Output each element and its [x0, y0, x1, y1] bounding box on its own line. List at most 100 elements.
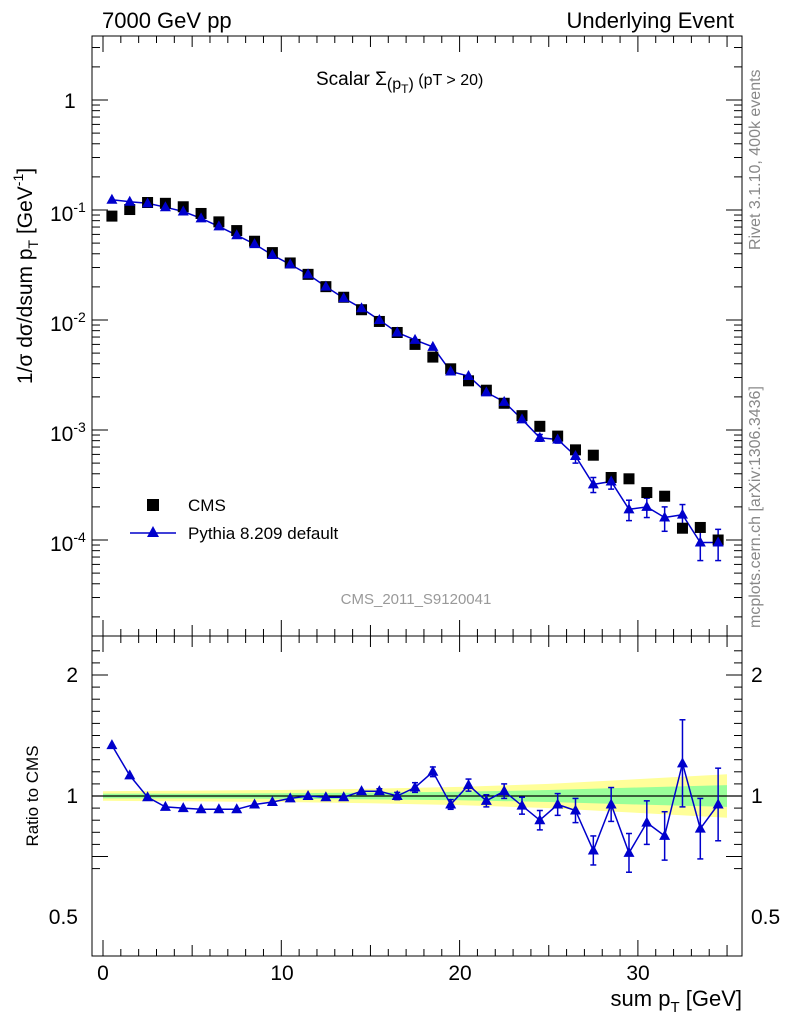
- ratio-data-point: [320, 791, 332, 802]
- pythia-data-point: [427, 340, 439, 351]
- legend-cms-label: CMS: [188, 496, 226, 515]
- ratio-data-point: [552, 798, 564, 809]
- ratio-data-point: [284, 792, 296, 803]
- ratio-data-point: [177, 802, 189, 813]
- ratio-data-point: [302, 790, 314, 800]
- pythia-data-point: [480, 386, 492, 397]
- cms-data-point: [587, 449, 599, 461]
- x-tick-label-0: 0: [97, 962, 109, 985]
- ratio-y-tick-label-2: 2: [66, 664, 78, 687]
- pythia-data-point: [498, 395, 510, 406]
- ratio-data-point: [409, 781, 421, 792]
- pythia-data-point: [231, 229, 243, 240]
- x-tick-label-30: 30: [626, 962, 649, 985]
- x-tick-label-10: 10: [270, 962, 293, 985]
- ratio-data-point: [231, 803, 243, 814]
- pythia-data-point: [641, 500, 653, 511]
- pythia-data-point: [284, 258, 296, 269]
- energy-label: 7000 GeV pp: [102, 8, 232, 33]
- ratio-data-point: [373, 785, 385, 796]
- pythia-data-point: [534, 431, 546, 442]
- main-y-axis-label: 1/σ dσ/dsum pT [GeV-1]: [10, 168, 41, 384]
- main-axis-ticks: [92, 36, 742, 636]
- ratio-data-point: [427, 765, 439, 776]
- main-data-layer: [106, 193, 724, 562]
- x-tick-labels: 0 10 20 30: [97, 962, 650, 985]
- cms-data-point: [676, 522, 688, 534]
- pythia-data-point: [124, 195, 136, 206]
- pythia-data-point: [605, 475, 617, 486]
- y-tick-label-1e-2: 10-2: [50, 309, 86, 336]
- pythia-data-point: [569, 450, 581, 461]
- cms-data-point: [569, 444, 581, 456]
- ratio-data-point: [516, 799, 528, 810]
- x-tick-label-20: 20: [448, 962, 471, 985]
- y-tick-label-1: 1: [64, 90, 76, 113]
- ratio-uncertainty-bands: [92, 774, 742, 818]
- pythia-data-point: [302, 268, 314, 279]
- pythia-data-point: [142, 197, 154, 208]
- pythia-data-point: [676, 508, 688, 519]
- ratio-data-point: [534, 814, 546, 825]
- cms-data-point: [623, 473, 635, 485]
- ratio-data-point: [569, 804, 581, 815]
- ratio-data-point: [498, 785, 510, 796]
- pythia-data-point: [623, 503, 635, 514]
- ratio-data-point: [356, 785, 368, 796]
- legend-cms-marker: [147, 499, 159, 511]
- ratio-axis-ticks: [92, 636, 742, 956]
- ratio-data-point: [195, 803, 207, 814]
- pythia-data-point: [177, 205, 189, 216]
- ratio-data-point: [266, 796, 278, 807]
- cms-data-point: [124, 204, 136, 216]
- ratio-data-point: [605, 798, 617, 809]
- ratio-data-layer: [106, 719, 724, 873]
- pythia-data-point: [445, 365, 457, 376]
- pythia-data-point: [587, 478, 599, 489]
- pythia-data-point: [338, 292, 350, 303]
- cms-data-point: [427, 351, 439, 363]
- pythia-data-point: [373, 314, 385, 324]
- ratio-data-point: [124, 769, 136, 780]
- cms-data-point: [641, 487, 653, 499]
- ratio-data-point: [641, 816, 653, 827]
- ratio-data-point: [445, 798, 457, 809]
- ratio-y-tick-label-right-1: 1: [751, 785, 763, 808]
- ratio-y-tick-label-right-0.5: 0.5: [751, 906, 780, 929]
- ratio-data-point: [249, 798, 261, 809]
- y-tick-label-1e-1: 10-1: [50, 199, 86, 226]
- cms-data-point: [106, 210, 118, 222]
- pythia-data-point: [694, 536, 706, 547]
- pythia-data-point: [159, 201, 171, 212]
- ratio-data-point: [338, 791, 350, 802]
- main-frame: [91, 35, 743, 637]
- legend: CMS Pythia 8.209 default: [130, 496, 339, 543]
- legend-pythia-marker: [147, 526, 159, 537]
- y-tick-label-1e-3: 10-3: [50, 419, 86, 446]
- ratio-y-tick-label-0.5: 0.5: [49, 906, 78, 929]
- ratio-data-point: [659, 829, 671, 840]
- analysis-group-label: Underlying Event: [566, 8, 734, 33]
- pythia-data-point: [106, 193, 118, 204]
- ratio-panel: 0.5 1 2 0.5 1 2 Ratio to CMS 0 10 20 30 …: [23, 635, 780, 1016]
- ratio-data-point: [587, 844, 599, 855]
- pythia-data-point: [463, 369, 475, 380]
- ratio-data-point: [694, 822, 706, 833]
- cms-data-point: [463, 375, 475, 387]
- pythia-data-point: [266, 248, 278, 259]
- pythia-data-point: [712, 536, 724, 547]
- ratio-y-tick-label-right-2: 2: [751, 664, 763, 687]
- ratio-data-point: [480, 794, 492, 805]
- pythia-data-point: [552, 433, 564, 444]
- main-y-tick-labels: 10-4 10-3 10-2 10-1 1: [50, 90, 86, 556]
- plot-title: Scalar Σ(pT) (pT > 20): [316, 69, 483, 96]
- ratio-data-point: [391, 790, 403, 800]
- cms-data-point: [659, 490, 671, 502]
- ratio-y-axis-label: Ratio to CMS: [23, 745, 42, 846]
- main-panel: Scalar Σ(pT) (pT > 20) 10-4 10-3 10-2 10…: [10, 35, 743, 637]
- ratio-y-tick-labels: 0.5 1 2 0.5 1 2: [49, 664, 780, 929]
- analysis-watermark: CMS_2011_S9120041: [341, 591, 492, 608]
- ratio-data-point: [159, 800, 171, 811]
- pythia-data-point: [213, 220, 225, 231]
